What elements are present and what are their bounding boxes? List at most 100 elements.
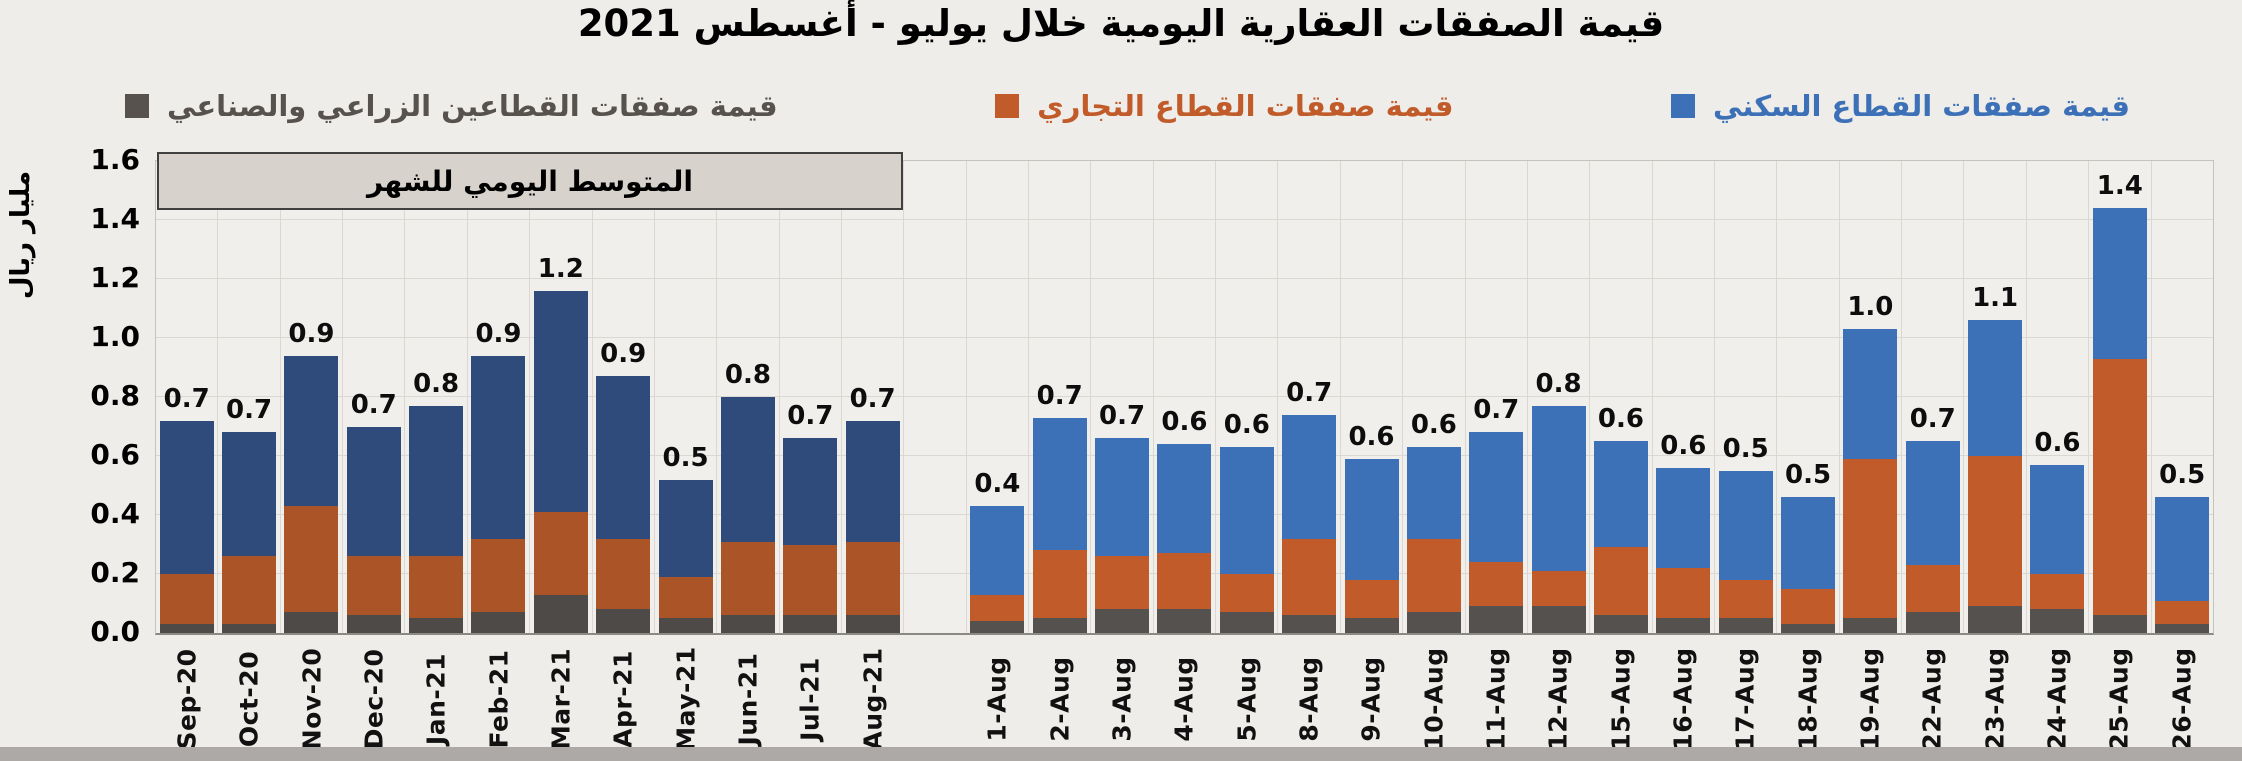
bar-segment-agri_industrial-Jun-21 <box>720 615 775 633</box>
bar-total-label-22-Aug: 0.7 <box>1909 404 1956 435</box>
bar-2-Aug: 0.7 <box>1032 381 1087 633</box>
bar-total-label-Oct-20: 0.7 <box>226 395 273 426</box>
bar-slot-15-Aug: 0.6 <box>1589 161 1651 633</box>
x-slot-5-Aug: 5-Aug <box>1216 644 1278 754</box>
bar-slot-Nov-20: 0.9 <box>279 161 342 633</box>
bar-segment-residential-9-Aug <box>1344 458 1399 580</box>
bar-segment-agri_industrial-12-Aug <box>1531 606 1586 633</box>
bar-segment-residential-Sep-20 <box>159 420 214 574</box>
bar-segment-agri_industrial-2-Aug <box>1032 618 1087 633</box>
bar-segment-commercial-17-Aug <box>1718 579 1773 619</box>
bar-segment-residential-May-21 <box>658 479 713 577</box>
gridline-1.4 <box>156 219 2213 220</box>
bar-segment-agri_industrial-4-Aug <box>1157 609 1212 633</box>
bar-total-label-19-Aug: 1.0 <box>1847 292 1894 323</box>
bar-Mar-21: 1.2 <box>533 254 588 633</box>
bar-segment-commercial-16-Aug <box>1656 568 1711 619</box>
bar-segment-agri_industrial-Apr-21 <box>596 609 651 633</box>
bottom-border-strip <box>0 747 2242 761</box>
bar-slot-Mar-21: 1.2 <box>529 161 591 633</box>
group-gap-label <box>904 644 966 754</box>
bar-slot-2-Aug: 0.7 <box>1028 161 1090 633</box>
x-tick-9-Aug: 9-Aug <box>1356 656 1386 742</box>
bar-segment-residential-16-Aug <box>1656 467 1711 569</box>
bar-total-label-25-Aug: 1.4 <box>2096 171 2143 202</box>
bar-slot-5-Aug: 0.6 <box>1215 161 1277 633</box>
bar-segment-agri_industrial-1-Aug <box>970 621 1025 633</box>
bar-17-Aug: 0.5 <box>1718 434 1773 633</box>
x-slot-Oct-20: Oct-20 <box>218 644 280 754</box>
bar-segment-commercial-Oct-20 <box>222 556 277 625</box>
x-slot-Apr-21: Apr-21 <box>592 644 654 754</box>
bar-slot-Dec-20: 0.7 <box>342 161 404 633</box>
bar-segment-agri_industrial-3-Aug <box>1095 609 1150 633</box>
x-tick-Jan-21: Jan-21 <box>421 652 451 746</box>
bar-segment-commercial-11-Aug <box>1469 562 1524 607</box>
gridline-0.8 <box>156 396 2213 397</box>
x-tick-15-Aug: 15-Aug <box>1606 647 1636 751</box>
bar-segment-residential-Dec-20 <box>346 426 401 557</box>
bar-segment-commercial-Apr-21 <box>596 538 651 610</box>
bar-22-Aug: 0.7 <box>1905 404 1960 633</box>
x-slot-Dec-20: Dec-20 <box>343 644 405 754</box>
bar-Dec-20: 0.7 <box>346 390 401 634</box>
bar-segment-residential-8-Aug <box>1282 414 1337 539</box>
x-slot-15-Aug: 15-Aug <box>1590 644 1652 754</box>
x-tick-18-Aug: 18-Aug <box>1793 647 1823 751</box>
bar-26-Aug: 0.5 <box>2155 460 2210 633</box>
y-tick-0.0: 0.0 <box>90 615 140 648</box>
bar-segment-agri_industrial-Mar-21 <box>533 594 588 633</box>
bar-11-Aug: 0.7 <box>1469 395 1524 633</box>
bar-total-label-Dec-20: 0.7 <box>350 389 397 420</box>
y-tick-0.2: 0.2 <box>90 556 140 589</box>
bar-total-label-Mar-21: 1.2 <box>537 253 584 284</box>
bar-segment-commercial-May-21 <box>658 576 713 619</box>
bar-segment-agri_industrial-Aug-21 <box>845 615 900 633</box>
bar-total-label-24-Aug: 0.6 <box>2034 427 2081 458</box>
bar-slot-May-21: 0.5 <box>653 161 716 633</box>
x-slot-4-Aug: 4-Aug <box>1153 644 1215 754</box>
bar-total-label-Nov-20: 0.9 <box>288 318 335 349</box>
x-tick-May-21: May-21 <box>671 646 701 752</box>
bar-10-Aug: 0.6 <box>1406 410 1461 633</box>
residential-swatch-icon <box>1671 94 1696 118</box>
x-slot-19-Aug: 19-Aug <box>1839 644 1901 754</box>
bar-total-label-Aug-21: 0.7 <box>849 383 896 414</box>
x-tick-12-Aug: 12-Aug <box>1543 647 1573 751</box>
legend-label-commercial: قيمة صفقات القطاع التجاري <box>1037 89 1454 123</box>
y-tick-0.8: 0.8 <box>90 379 140 412</box>
bar-slot-10-Aug: 0.6 <box>1402 161 1464 633</box>
bar-segment-commercial-3-Aug <box>1095 556 1150 610</box>
bar-total-label-26-Aug: 0.5 <box>2159 460 2206 491</box>
bar-segment-agri_industrial-Nov-20 <box>284 612 339 633</box>
y-tick-0.6: 0.6 <box>90 438 140 471</box>
bar-total-label-Apr-21: 0.9 <box>600 339 647 370</box>
bar-May-21: 0.5 <box>658 443 713 633</box>
bar-segment-residential-19-Aug <box>1843 329 1898 459</box>
x-slot-Feb-21: Feb-21 <box>468 644 530 754</box>
x-tick-2-Aug: 2-Aug <box>1045 656 1075 742</box>
bar-slot-17-Aug: 0.5 <box>1713 161 1776 633</box>
bar-slot-22-Aug: 0.7 <box>1901 161 1963 633</box>
bar-segment-residential-15-Aug <box>1593 441 1648 548</box>
bar-segment-commercial-Jun-21 <box>720 541 775 616</box>
page-title: قيمة الصفقات العقارية اليومية خلال يوليو… <box>577 2 1665 45</box>
bar-segment-agri_industrial-16-Aug <box>1656 618 1711 633</box>
bar-segment-commercial-25-Aug <box>2092 358 2147 616</box>
bar-slot-Jan-21: 0.8 <box>404 161 466 633</box>
legend-item-residential: قيمة صفقات القطاع السكني <box>1671 89 2130 123</box>
bar-24-Aug: 0.6 <box>2030 428 2085 633</box>
x-tick-26-Aug: 26-Aug <box>2167 647 2197 751</box>
bar-segment-residential-22-Aug <box>1905 441 1960 566</box>
x-tick-1-Aug: 1-Aug <box>982 656 1012 742</box>
bar-segment-commercial-Dec-20 <box>346 556 401 616</box>
bar-slot-3-Aug: 0.7 <box>1090 161 1152 633</box>
bar-total-label-18-Aug: 0.5 <box>1784 460 1832 491</box>
bar-slot-12-Aug: 0.8 <box>1526 161 1589 633</box>
y-tick-1.6: 1.6 <box>90 143 140 176</box>
bar-12-Aug: 0.8 <box>1531 369 1586 633</box>
bar-segment-residential-Jul-21 <box>783 438 838 545</box>
bar-segment-commercial-26-Aug <box>2155 600 2210 625</box>
bar-slot-Sep-20: 0.7 <box>156 161 217 633</box>
bar-slot-18-Aug: 0.5 <box>1776 161 1838 633</box>
